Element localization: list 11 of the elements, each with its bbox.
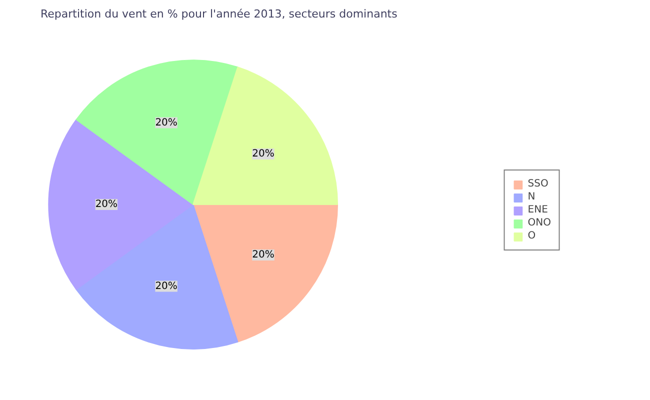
legend-label: ONO	[528, 218, 551, 228]
data-label: 20%	[252, 148, 274, 160]
legend-label: SSO	[528, 178, 548, 190]
chart-title: Repartition du vent en % pour l'année 2013, secteurs dominants	[40, 8, 398, 20]
data-label: 20%	[95, 199, 118, 210]
legend-label: O	[528, 230, 537, 242]
legend-label: N	[528, 192, 536, 202]
data-label: 20%	[252, 250, 274, 261]
data-label: 20%	[155, 117, 178, 128]
data-label: 20%	[155, 280, 178, 292]
legend-label: ENE	[528, 204, 548, 216]
